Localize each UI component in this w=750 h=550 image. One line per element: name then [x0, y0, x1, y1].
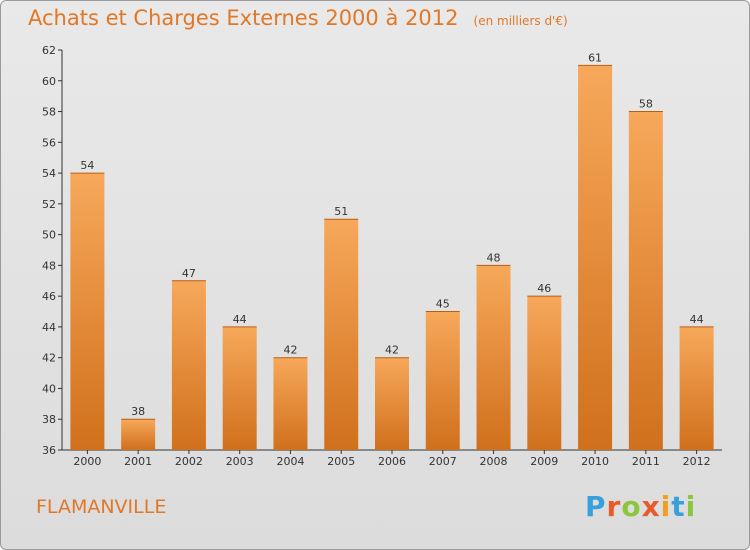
bar-2001: [121, 419, 156, 450]
y-tick-label: 40: [42, 382, 56, 395]
data-label-2010: 61: [588, 51, 602, 64]
y-tick-label: 56: [42, 136, 56, 149]
y-tick-label: 38: [42, 413, 56, 426]
y-tick-label: 54: [42, 167, 56, 180]
data-label-2002: 47: [182, 267, 196, 280]
x-tick-label-2003: 2003: [226, 455, 254, 468]
x-tick-label-2000: 2000: [73, 455, 101, 468]
data-label-2005: 51: [334, 205, 348, 218]
bar-2006: [375, 357, 409, 450]
bar-2012: [679, 326, 714, 450]
data-label-2000: 54: [80, 159, 94, 172]
bar-2010: [578, 65, 613, 450]
data-label-2008: 48: [487, 251, 501, 264]
bar-2003: [222, 326, 257, 450]
chart-unit: (en milliers d'€): [473, 14, 568, 28]
y-tick-label: 58: [42, 106, 56, 119]
town-name: FLAMANVILLE: [36, 496, 167, 518]
bar-2011: [628, 111, 663, 451]
x-tick-label-2012: 2012: [683, 455, 711, 468]
bar-2000: [70, 173, 105, 451]
bar-2007: [425, 311, 460, 450]
data-label-2004: 42: [283, 344, 297, 357]
y-tick-label: 36: [42, 444, 56, 457]
x-tick-label-2011: 2011: [632, 455, 660, 468]
bar-2008: [476, 265, 511, 450]
y-tick-label: 50: [42, 229, 56, 242]
data-label-2011: 58: [639, 98, 653, 111]
x-tick-label-2010: 2010: [581, 455, 609, 468]
data-label-2001: 38: [131, 405, 145, 418]
bars: [70, 64, 714, 451]
data-label-2003: 44: [233, 313, 247, 326]
x-tick-label-2005: 2005: [327, 455, 355, 468]
y-tick-label: 42: [42, 352, 56, 365]
y-tick-label: 60: [42, 75, 56, 88]
y-tick-label: 62: [42, 44, 56, 57]
y-tick-label: 52: [42, 198, 56, 211]
data-label-2007: 45: [436, 298, 450, 311]
bar-2005: [324, 219, 359, 450]
x-tick-label-2009: 2009: [530, 455, 558, 468]
labels: 54 2000 38 2001 47 2002 44 2003 42 2004 51 2005 42 20…: [73, 51, 710, 468]
chart-title: Achats et Charges Externes 2000 à 2012: [28, 6, 459, 30]
y-tick-label: 44: [42, 321, 56, 334]
bar-2009: [527, 296, 562, 450]
x-tick-label-2001: 2001: [124, 455, 152, 468]
data-label-2012: 44: [690, 313, 704, 326]
x-tick-label-2008: 2008: [480, 455, 508, 468]
chart-header: Achats et Charges Externes 2000 à 2012 (…: [28, 6, 568, 30]
y-tick-label: 48: [42, 259, 56, 272]
x-tick-label-2007: 2007: [429, 455, 457, 468]
x-tick-label-2002: 2002: [175, 455, 203, 468]
proxiti-logo[interactable]: Proxiti: [585, 490, 697, 523]
data-label-2009: 46: [537, 282, 551, 295]
data-label-2006: 42: [385, 344, 399, 357]
bar-2004: [273, 357, 308, 450]
x-tick-label-2006: 2006: [378, 455, 406, 468]
x-tick-label-2004: 2004: [276, 455, 304, 468]
bar-2002: [171, 280, 206, 450]
y-tick-label: 46: [42, 290, 56, 303]
